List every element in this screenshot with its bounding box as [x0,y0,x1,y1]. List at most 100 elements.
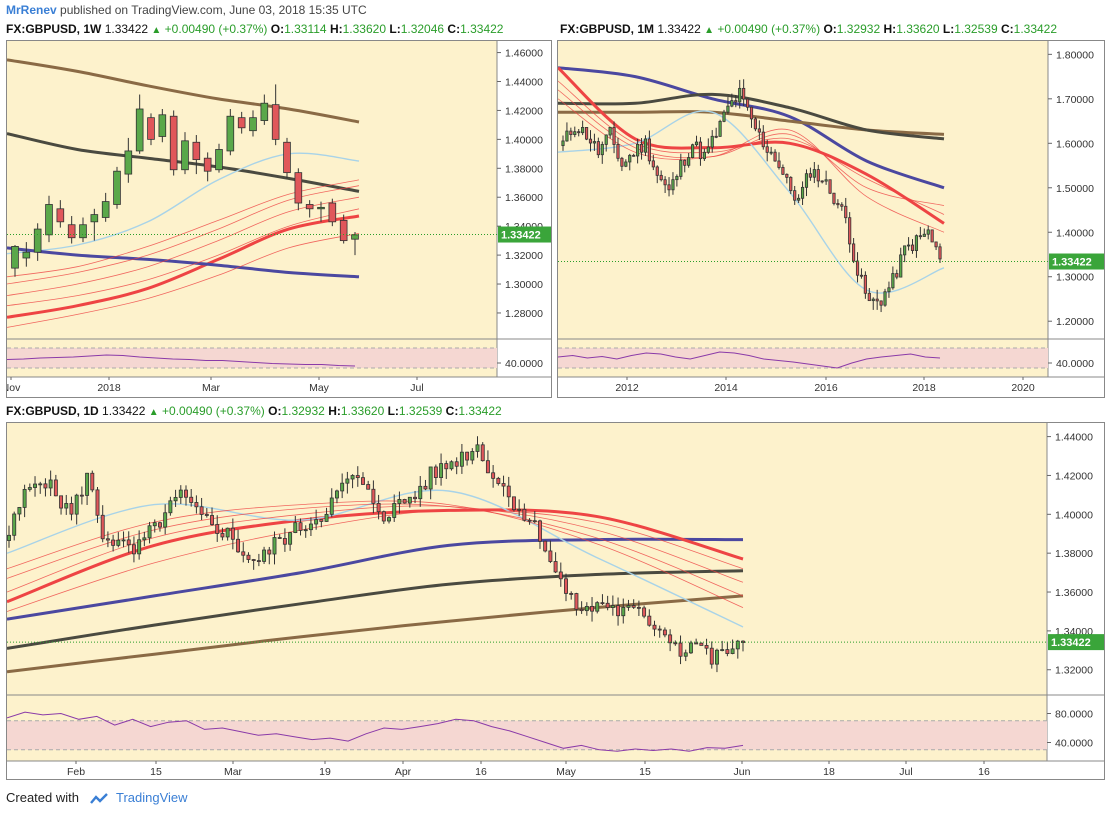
candle-body [688,642,693,654]
candle-body [147,525,152,539]
ribbon-ma-line [7,196,360,296]
candle-body [168,500,173,514]
price-tick-label: 1.40000 [1055,509,1093,521]
candle-body [655,166,659,176]
candle-body [17,507,22,515]
candle-body [100,514,105,540]
candle-body [361,477,365,485]
price-tick-label: 1.32000 [1055,665,1093,677]
candle-body [899,254,903,278]
candle-body [249,117,257,132]
price-tick-label: 1.36000 [1055,587,1093,599]
candle-body [303,529,308,532]
rsi-band [7,348,497,368]
low-value: 1.32046 [400,22,445,36]
candle-body [816,169,820,182]
candle-body [381,511,386,522]
high-value: 1.33620 [340,404,385,418]
price-tick-label: 1.32000 [505,250,543,262]
candle-body [636,143,640,157]
candle-body [169,115,178,171]
candle-body [662,629,667,636]
candle-body [305,204,314,210]
candle-body [27,487,32,490]
candle-body [824,179,828,182]
candle-body [867,292,871,302]
candle-body [538,520,542,542]
candle-body [351,234,359,240]
close-value: 1.33422 [458,404,502,418]
weekly-chart-svg[interactable]: 1.46000 1.44000 1.42000 1.40000 1.38000 1.360… [7,41,551,397]
daily-chart-svg[interactable]: 1.440001.420001.400001.380001.360001.340… [7,423,1104,779]
candle-body [558,571,563,580]
author-link[interactable]: MrRenev [6,3,57,17]
candle-body [454,461,459,467]
candle-body [671,179,675,191]
brand-link[interactable]: TradingView [116,790,188,805]
candle-body [610,605,615,608]
candle-body [581,126,585,134]
time-tick-label: May [556,766,577,778]
candle-body [527,519,532,522]
candle-body [511,496,516,511]
candle-body [710,135,714,148]
candle-body [56,208,65,223]
candle-body [350,475,355,480]
candle-body [761,131,765,148]
price-tick-label: 1.44000 [1055,432,1093,444]
candle-body [726,105,730,113]
monthly-chart-panel[interactable]: 1.80000 1.70000 1.60000 1.50000 1.40000 1.300… [557,40,1105,398]
candle-body [79,224,87,239]
candle-body [675,176,679,181]
candle-body [532,520,537,523]
candle-body [600,602,605,605]
last-price-badge-label: 1.33422 [1052,257,1092,269]
candle-body [294,172,303,204]
candle-body [267,549,272,555]
candle-body [59,495,64,509]
candle-body [800,186,805,199]
daily-chart-panel[interactable]: 1.44000 1.42000 1.40000 1.38000 1.36000 1.340… [6,422,1105,780]
candle-body [236,538,241,553]
candle-body [812,169,816,178]
price-change: +0.00490 (+0.37%) [717,22,821,36]
candle-body [720,649,725,651]
time-tick-label: 19 [319,766,331,778]
candle-body [64,503,69,509]
candle-body [840,204,844,207]
symbol-label: FX:GBPUSD, 1D [6,404,99,418]
candle-body [620,157,624,167]
last-price: 1.33422 [104,22,149,36]
candle-body [715,649,719,665]
candle-body [470,451,475,461]
candle-body [137,539,142,555]
moving-average-line [558,66,945,190]
low-value: 1.32539 [398,404,443,418]
moving-average-line [7,569,744,650]
candle-body [730,100,734,107]
candle-body [848,217,852,245]
candle-body [184,489,188,498]
candle-body [53,479,58,497]
candle-body [673,642,678,645]
candle-body [413,496,418,500]
publish-info: published on TradingView.com, June 03, 2… [60,3,367,17]
created-with-label: Created with [6,790,79,805]
candle-body [90,472,95,491]
candle-body [735,640,740,650]
candle-body [918,235,922,238]
candle-body [704,645,709,649]
publisher-line: MrRenev published on TradingView.com, Ju… [6,3,367,17]
candle-body [131,544,136,555]
candle-body [74,494,79,515]
candle-body [543,540,548,552]
candle-body [709,647,714,665]
rsi-line [7,354,356,367]
monthly-chart-svg[interactable]: 1.80000 1.70000 1.60000 1.50000 1.40000 1.300… [558,41,1104,397]
candle-body [624,161,628,167]
weekly-chart-panel[interactable]: 1.46000 1.44000 1.42000 1.40000 1.38000 1.360… [6,40,552,398]
candle-body [215,149,223,171]
candle-body [203,157,212,172]
candle-body [397,498,402,504]
close-value: 1.33422 [1013,22,1058,36]
